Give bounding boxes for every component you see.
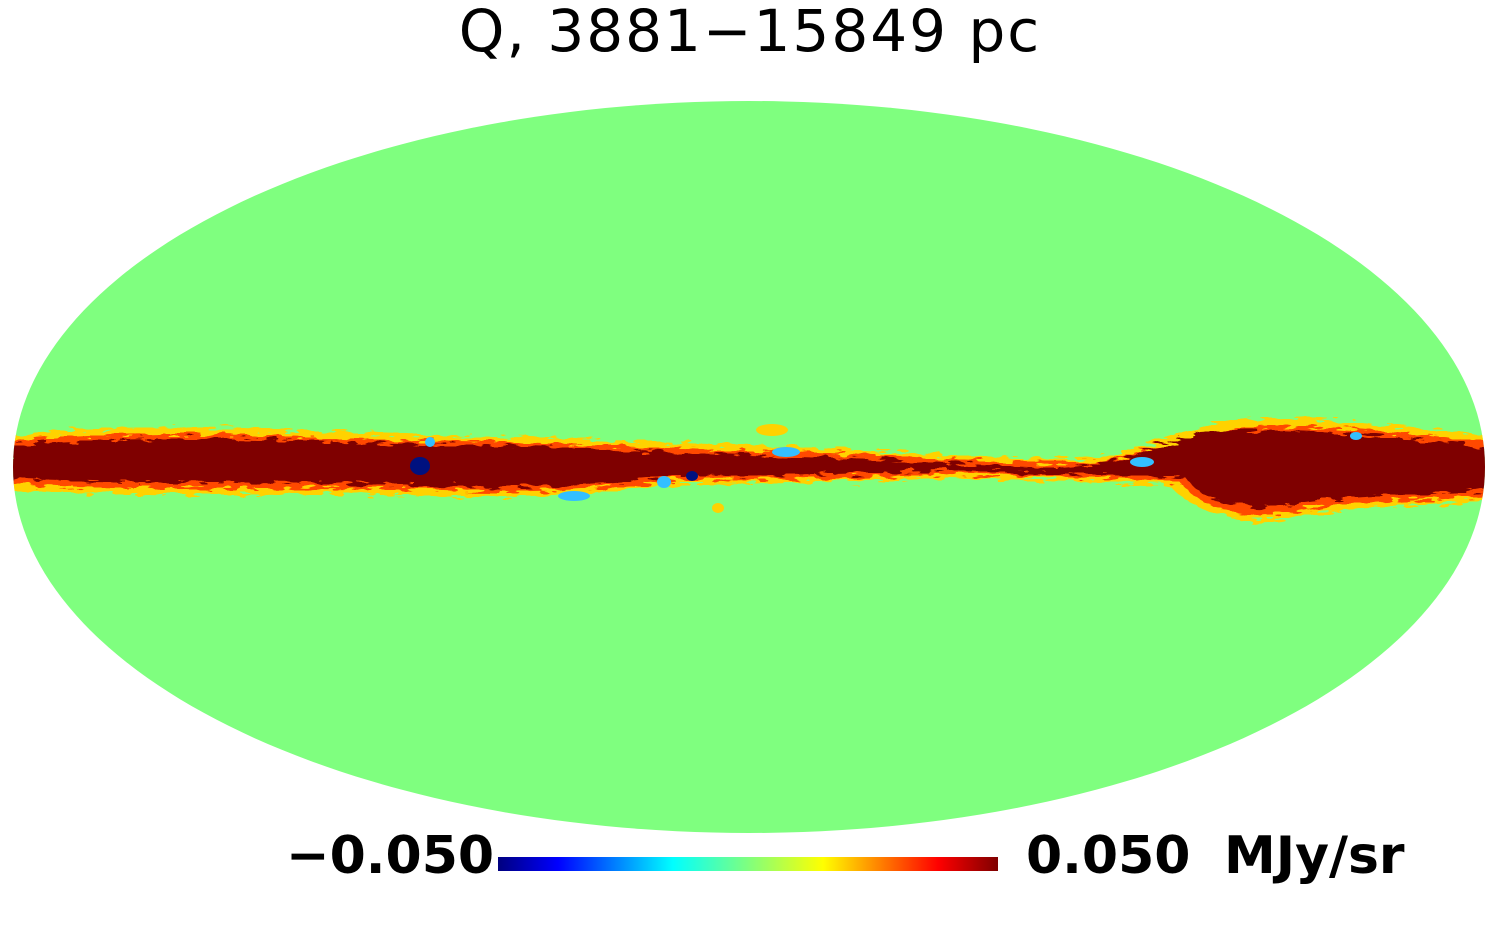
colorbar-max-label: 0.050 (1026, 826, 1191, 886)
band-blob (712, 503, 724, 513)
negative-patch (425, 437, 435, 447)
negative-patch (657, 476, 671, 488)
band-core (13, 430, 1485, 507)
colorbar-min-label: −0.050 (286, 826, 495, 886)
negative-patch (772, 447, 800, 457)
galactic-plane-band (13, 418, 1485, 522)
band-blob (756, 424, 788, 436)
colorbar-unit-label: MJy/sr (1224, 826, 1405, 886)
negative-patch (558, 491, 590, 501)
negative-patch (686, 471, 698, 481)
map-title: Q, 3881−15849 pc (458, 0, 1042, 65)
colorbar (498, 857, 998, 871)
negative-patch (1350, 432, 1362, 440)
negative-patch (1130, 457, 1154, 467)
negative-patch (410, 457, 430, 475)
